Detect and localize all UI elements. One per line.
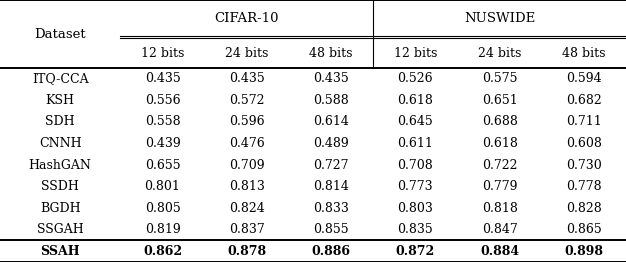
Text: 0.645: 0.645 [398, 116, 433, 128]
Text: SSDH: SSDH [41, 180, 79, 193]
Text: 0.878: 0.878 [227, 245, 266, 258]
Text: 0.476: 0.476 [229, 137, 265, 150]
Text: BGDH: BGDH [40, 202, 81, 215]
Text: 48 bits: 48 bits [562, 47, 605, 59]
Text: 0.722: 0.722 [482, 159, 517, 172]
Text: 0.801: 0.801 [145, 180, 180, 193]
Text: 0.655: 0.655 [145, 159, 180, 172]
Text: 0.835: 0.835 [398, 223, 433, 236]
Text: 0.708: 0.708 [398, 159, 433, 172]
Text: 0.805: 0.805 [145, 202, 180, 215]
Text: 0.818: 0.818 [481, 202, 518, 215]
Text: 0.439: 0.439 [145, 137, 180, 150]
Text: 0.803: 0.803 [398, 202, 433, 215]
Text: 0.886: 0.886 [312, 245, 351, 258]
Text: KSH: KSH [46, 94, 74, 107]
Text: 0.730: 0.730 [566, 159, 602, 172]
Text: 0.898: 0.898 [565, 245, 603, 258]
Text: 0.779: 0.779 [482, 180, 517, 193]
Text: 0.489: 0.489 [313, 137, 349, 150]
Text: 0.833: 0.833 [313, 202, 349, 215]
Text: 0.813: 0.813 [229, 180, 265, 193]
Text: 0.855: 0.855 [313, 223, 349, 236]
Text: NUSWIDE: NUSWIDE [464, 13, 535, 25]
Text: Dataset: Dataset [34, 28, 86, 41]
Text: 0.588: 0.588 [313, 94, 349, 107]
Text: 0.608: 0.608 [566, 137, 602, 150]
Text: 0.618: 0.618 [398, 94, 433, 107]
Text: CNNH: CNNH [39, 137, 81, 150]
Text: 0.435: 0.435 [313, 72, 349, 85]
Text: 0.837: 0.837 [229, 223, 265, 236]
Text: 0.526: 0.526 [398, 72, 433, 85]
Text: 0.688: 0.688 [481, 116, 518, 128]
Text: 12 bits: 12 bits [141, 47, 184, 59]
Text: 0.556: 0.556 [145, 94, 180, 107]
Text: 0.824: 0.824 [229, 202, 265, 215]
Text: 0.819: 0.819 [145, 223, 180, 236]
Text: 0.711: 0.711 [566, 116, 602, 128]
Text: 0.611: 0.611 [398, 137, 433, 150]
Text: 0.435: 0.435 [229, 72, 265, 85]
Text: 0.682: 0.682 [566, 94, 602, 107]
Text: 0.828: 0.828 [566, 202, 602, 215]
Text: ITQ-CCA: ITQ-CCA [32, 72, 88, 85]
Text: 24 bits: 24 bits [225, 47, 269, 59]
Text: 0.572: 0.572 [229, 94, 265, 107]
Text: 48 bits: 48 bits [309, 47, 353, 59]
Text: 0.773: 0.773 [398, 180, 433, 193]
Text: 0.596: 0.596 [229, 116, 265, 128]
Text: 0.862: 0.862 [143, 245, 182, 258]
Text: 0.778: 0.778 [566, 180, 602, 193]
Text: 12 bits: 12 bits [394, 47, 437, 59]
Text: 0.709: 0.709 [229, 159, 265, 172]
Text: 0.814: 0.814 [313, 180, 349, 193]
Text: 0.884: 0.884 [480, 245, 519, 258]
Text: 0.847: 0.847 [482, 223, 518, 236]
Text: 0.651: 0.651 [482, 94, 518, 107]
Text: 0.575: 0.575 [482, 72, 517, 85]
Text: 24 bits: 24 bits [478, 47, 521, 59]
Text: CIFAR-10: CIFAR-10 [215, 13, 279, 25]
Text: SSGAH: SSGAH [37, 223, 83, 236]
Text: 0.865: 0.865 [566, 223, 602, 236]
Text: HashGAN: HashGAN [29, 159, 91, 172]
Text: SSAH: SSAH [41, 245, 80, 258]
Text: 0.594: 0.594 [566, 72, 602, 85]
Text: SDH: SDH [45, 116, 75, 128]
Text: 0.618: 0.618 [481, 137, 518, 150]
Text: 0.558: 0.558 [145, 116, 180, 128]
Text: 0.614: 0.614 [313, 116, 349, 128]
Text: 0.872: 0.872 [396, 245, 435, 258]
Text: 0.435: 0.435 [145, 72, 180, 85]
Text: 0.727: 0.727 [313, 159, 349, 172]
